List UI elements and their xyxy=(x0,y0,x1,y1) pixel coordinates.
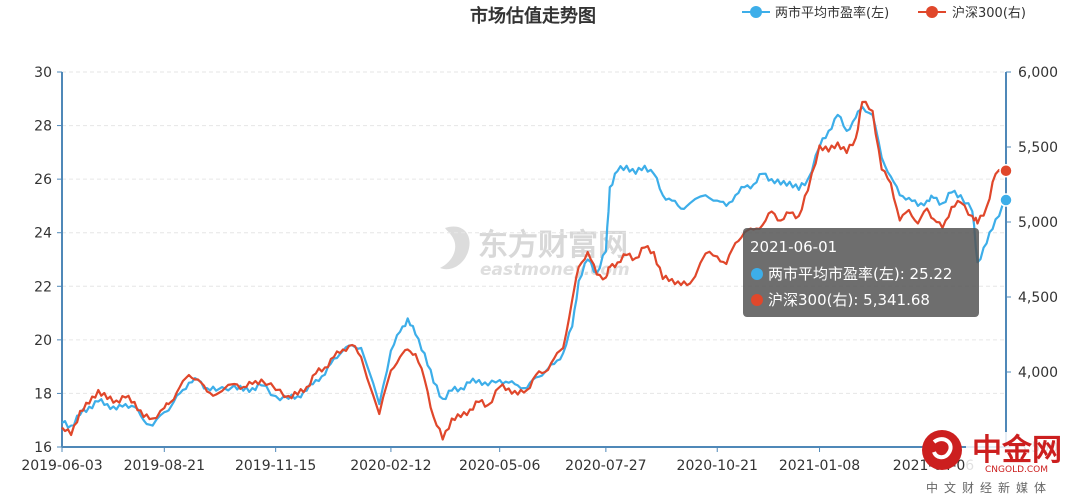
cngold-logo-swirl-icon xyxy=(932,437,953,460)
tooltip: 2021-06-01 两市平均市盈率(左): 25.22 沪深300(右): 5… xyxy=(743,228,979,317)
left-y-tick-label: 22 xyxy=(34,279,52,295)
x-tick-label: 2020-10-21 xyxy=(677,458,758,474)
x-tick-label: 2020-02-12 xyxy=(350,458,431,474)
left-y-tick-labels: 16 18 20 22 24 26 28 30 xyxy=(34,65,52,456)
right-y-tick-label: 4,000 xyxy=(1018,365,1058,381)
cngold-logo-tagline: 中文财经新媒体 xyxy=(926,480,1052,495)
tooltip-pe-dot xyxy=(751,268,763,280)
cngold-logo-backdrop xyxy=(966,432,1078,482)
hover-marker-hs300 xyxy=(999,163,1013,178)
cngold-logo-domain: CNGOLD.COM xyxy=(985,465,1048,475)
x-tick-label: 2019-11-15 xyxy=(235,458,316,474)
chart-title: 市场估值走势图 xyxy=(470,5,596,27)
cngold-logo-icon xyxy=(922,430,962,470)
watermark-logo-icon xyxy=(440,226,470,270)
series-line-hs300 xyxy=(61,100,1007,441)
legend-item-hs300[interactable]: 沪深300(右) xyxy=(918,5,1026,21)
tooltip-pe-text: 两市平均市盈率(左): 25.22 xyxy=(768,265,952,283)
legend-item-pe[interactable]: 两市平均市盈率(左) xyxy=(742,5,889,21)
right-y-tick-label: 6,000 xyxy=(1018,65,1058,81)
left-y-tick-label: 18 xyxy=(34,386,52,402)
left-y-tick-label: 16 xyxy=(34,440,52,456)
tooltip-hs300-text: 沪深300(右): 5,341.68 xyxy=(768,291,930,309)
hover-markers xyxy=(999,163,1013,207)
tooltip-hs300-dot xyxy=(751,294,763,306)
tooltip-date: 2021-06-01 xyxy=(750,238,837,256)
x-tick-label: 2021-01-08 xyxy=(779,458,860,474)
cngold-logo-text: 中金网 xyxy=(972,433,1062,468)
right-y-tick-label: 4,500 xyxy=(1018,290,1058,306)
x-tick-label: 2020-07-27 xyxy=(565,458,646,474)
x-tick-label: 2019-08-21 xyxy=(124,458,205,474)
right-y-tick-label: 5,500 xyxy=(1018,140,1058,156)
tooltip-box xyxy=(743,228,979,317)
left-y-tick-label: 24 xyxy=(34,226,52,242)
x-tick-label: 2020-05-06 xyxy=(459,458,540,474)
legend-hs300-label: 沪深300(右) xyxy=(952,5,1026,21)
watermark: 东方财富网 eastmoney.com xyxy=(440,226,630,280)
left-y-tick-label: 20 xyxy=(34,333,52,349)
hover-marker-pe xyxy=(999,193,1013,207)
axes xyxy=(61,72,1007,448)
x-tick-labels: 2019-06-03 2019-08-21 2019-11-15 2020-02-12… xyxy=(21,458,974,474)
cngold-logo: 中金网 CNGOLD.COM 中文财经新媒体 xyxy=(922,430,1078,495)
x-tick-label: 2019-06-03 xyxy=(21,458,102,474)
legend-pe-dot xyxy=(750,6,762,18)
legend-hs300-dot xyxy=(926,6,938,18)
right-y-tick-label: 5,000 xyxy=(1018,215,1058,231)
left-y-tick-label: 30 xyxy=(34,65,52,81)
series-lines xyxy=(61,100,1007,441)
legend[interactable]: 两市平均市盈率(左) 沪深300(右) xyxy=(742,5,1026,21)
left-y-tick-label: 26 xyxy=(34,172,52,188)
left-y-tick-label: 28 xyxy=(34,119,52,135)
legend-pe-label: 两市平均市盈率(左) xyxy=(775,5,889,21)
